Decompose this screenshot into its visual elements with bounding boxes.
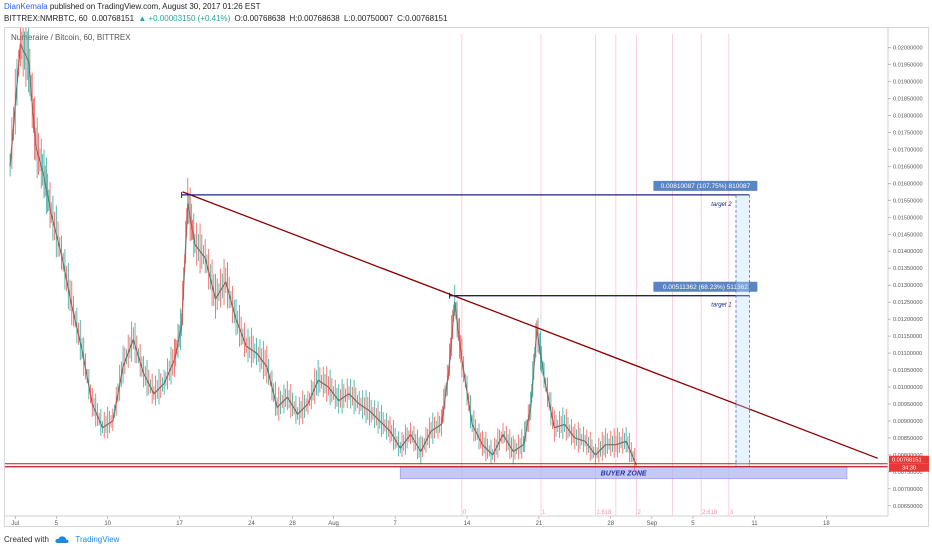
fib-time-label: 1.618 xyxy=(596,510,612,516)
y-tick-label: 0.00950000 xyxy=(893,402,923,408)
y-tick-label: 0.01650000 xyxy=(893,164,923,170)
y-tick-label: 0.01200000 xyxy=(893,317,923,323)
x-tick-label: 21 xyxy=(536,521,543,527)
ohlc-header: BITTREX:NMRBTC, 60 0.00768151 ▲ +0.00003… xyxy=(4,14,449,23)
x-tick-label: 28 xyxy=(289,521,296,527)
y-tick-label: 0.01950000 xyxy=(893,63,923,69)
symbol-interval: BITTREX:NMRBTC, 60 xyxy=(4,14,88,23)
fib-time-label: 0 xyxy=(463,510,467,516)
y-tick-label: 0.01350000 xyxy=(893,266,923,272)
y-tick-label: 0.01400000 xyxy=(893,249,923,255)
x-tick-label: 14 xyxy=(464,521,471,527)
created-with-text: Created with xyxy=(4,535,49,544)
fib-time-label: 3 xyxy=(730,510,734,516)
y-tick-label: 0.01050000 xyxy=(893,368,923,374)
target2-measure-label: 0.00810087 (107.75%) 810087 xyxy=(661,183,751,190)
target1-measure-box xyxy=(653,281,758,292)
x-tick-label: 11 xyxy=(751,521,758,527)
chart-panel[interactable]: Numeraire / Bitcoin, 60, BITTREX 0 1 1.618 2… xyxy=(4,27,929,527)
x-tick-label: 24 xyxy=(248,521,255,527)
y-tick-label: 0.00750000 xyxy=(893,470,923,476)
price-change: ▲ +0.00003150 (+0.41%) xyxy=(138,14,231,23)
y-tick-label: 0.01300000 xyxy=(893,283,923,289)
high-value: H:0.00768638 xyxy=(289,14,340,23)
tradingview-logo-icon xyxy=(55,536,69,543)
y-tick-label: 0.02000000 xyxy=(893,46,923,52)
x-tick-label: 17 xyxy=(176,521,183,527)
countdown-tag xyxy=(889,463,929,472)
target2-measure-box xyxy=(653,180,758,191)
y-tick-label: 0.01250000 xyxy=(893,300,923,306)
x-tick-label: 18 xyxy=(823,521,830,527)
low-value: L:0.00750007 xyxy=(343,14,393,23)
y-tick-label: 0.01800000 xyxy=(893,113,923,119)
x-tick-label: 5 xyxy=(691,521,695,527)
countdown-label: 34:30 xyxy=(902,466,916,472)
y-tick-label: 0.00850000 xyxy=(893,436,923,442)
y-tick-label: 0.01600000 xyxy=(893,181,923,187)
x-tick-label: Jul xyxy=(11,521,19,527)
tradingview-brand[interactable]: TradingView xyxy=(75,535,120,544)
y-tick-label: 0.01150000 xyxy=(893,334,922,340)
target2-label: target 2 xyxy=(711,202,732,208)
x-tick-label: 7 xyxy=(393,521,397,527)
close-value: C:0.00768151 xyxy=(397,14,448,23)
open-value: O:0.00768638 xyxy=(234,14,286,23)
target1-label: target 1 xyxy=(711,303,731,309)
last-price: 0.00768151 xyxy=(91,14,135,23)
y-tick-label: 0.01900000 xyxy=(893,80,923,86)
y-tick-label: 0.01750000 xyxy=(893,130,923,136)
target1-measure-label: 0.00511362 (68.23%) 511362 xyxy=(663,284,748,291)
x-tick-label: Sep xyxy=(647,521,658,527)
y-tick-label: 0.01450000 xyxy=(893,232,923,238)
buyer-zone-label: BUYER ZONE xyxy=(601,471,647,478)
y-tick-label: 0.00700000 xyxy=(893,487,923,493)
y-tick-label: 0.01100000 xyxy=(893,351,922,357)
y-tick-label: 0.00650000 xyxy=(893,504,923,510)
publish-header: DianKemala published on TradingView.com,… xyxy=(4,2,260,11)
x-tick-label: 5 xyxy=(55,521,59,527)
fib-time-label: 2 xyxy=(637,510,641,516)
y-tick-label: 0.01500000 xyxy=(893,215,923,221)
y-tick-label: 0.00900000 xyxy=(893,419,923,425)
published-text: published on TradingView.com, August 30,… xyxy=(49,2,261,11)
price-chart[interactable]: Numeraire / Bitcoin, 60, BITTREX 0 1 1.618 2… xyxy=(5,28,930,528)
y-tick-label: 0.01700000 xyxy=(893,147,923,153)
descending-trendline xyxy=(182,191,878,459)
y-tick-label: 0.01850000 xyxy=(893,96,923,102)
author-link[interactable]: DianKemala xyxy=(4,2,48,11)
x-tick-label: Aug xyxy=(328,521,339,527)
fib-time-label: 2.618 xyxy=(702,510,718,516)
x-tick-label: 28 xyxy=(607,521,614,527)
current-price-tag xyxy=(889,455,929,464)
measure-area xyxy=(736,194,750,466)
footer: Created with TradingView xyxy=(4,535,119,544)
chart-title: Numeraire / Bitcoin, 60, BITTREX xyxy=(11,33,131,42)
fib-time-label: 1 xyxy=(542,510,546,516)
price-line xyxy=(9,43,637,466)
current-price-label: 0.00768151 xyxy=(892,458,922,464)
y-tick-label: 0.01550000 xyxy=(893,198,923,204)
x-tick-label: 10 xyxy=(104,521,111,527)
y-tick-label: 0.01000000 xyxy=(893,385,923,391)
